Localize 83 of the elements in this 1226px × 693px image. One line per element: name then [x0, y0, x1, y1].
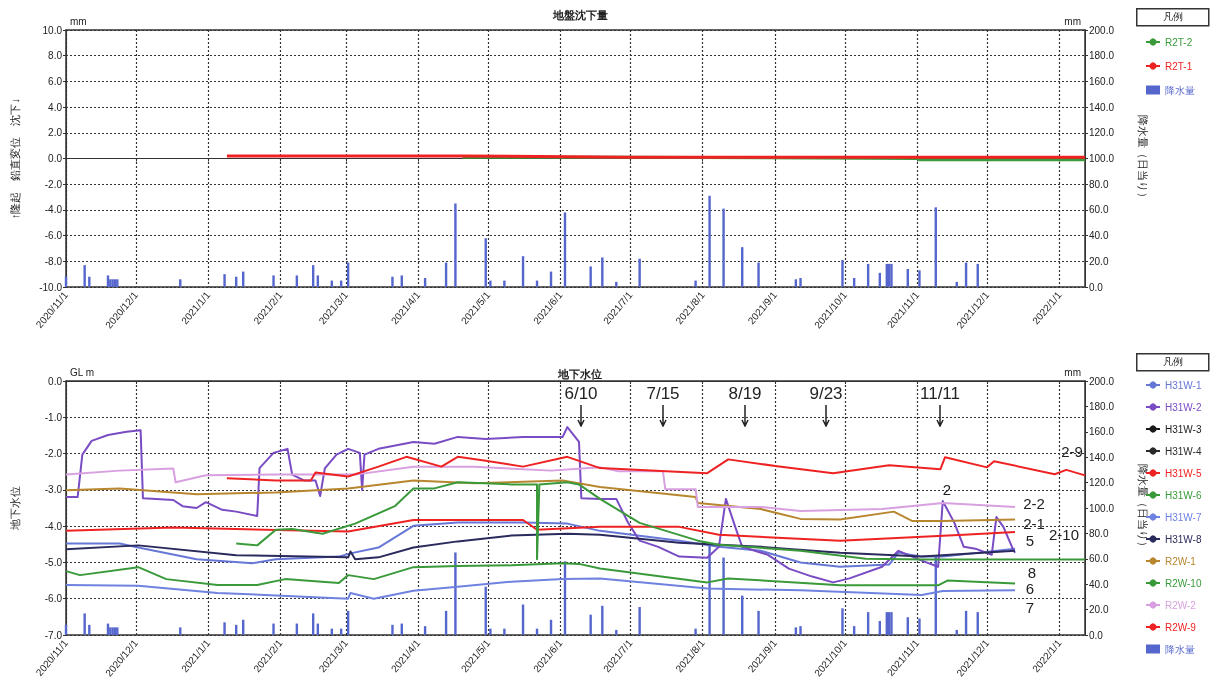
legend-label: H31W-2 — [1165, 401, 1202, 413]
y2-tick-label: 120.0 — [1089, 127, 1115, 139]
legend-label: 降水量 — [1165, 84, 1195, 96]
legend-label: H31W-1 — [1165, 379, 1202, 391]
annotation: 5 — [1025, 531, 1035, 549]
y2-tick-label: 80.0 — [1089, 178, 1109, 190]
legend-label: R2W-2 — [1165, 599, 1197, 611]
y-tick-label: 0.0 — [48, 375, 63, 387]
legend-label: H31W-4 — [1165, 445, 1202, 457]
y-tick-label: -5.0 — [44, 556, 63, 568]
chart-title: 地下水位 — [557, 367, 602, 380]
y2-tick-label: 100.0 — [1089, 502, 1115, 514]
y-tick-label: -1.0 — [44, 411, 63, 423]
annotation: 7 — [1025, 598, 1035, 616]
y-tick-label: -2.0 — [44, 448, 63, 460]
legend-label: H31W-6 — [1165, 489, 1202, 501]
legend-label: R2W-1 — [1165, 555, 1197, 567]
y-tick-label: 10.0 — [42, 24, 63, 36]
annotation: 8/19 — [728, 384, 762, 403]
y-tick-label: -10.0 — [39, 281, 63, 293]
legend-label: H31W-8 — [1165, 533, 1202, 545]
annotation: 11/11 — [919, 384, 961, 403]
legend-label: R2T-1 — [1165, 60, 1193, 72]
y2-tick-label: 180.0 — [1089, 400, 1115, 412]
annotation: 9/23 — [809, 384, 843, 403]
y2-tick-label: 60.0 — [1089, 553, 1109, 565]
annotation: 2 — [942, 480, 952, 498]
annotation: 2-2 — [1023, 494, 1045, 512]
legend-title: 凡例 — [1162, 11, 1183, 23]
annotation: 8 — [1027, 563, 1037, 581]
chart-title: 地盤沈下量 — [551, 8, 608, 21]
y2-tick-label: 140.0 — [1089, 101, 1115, 113]
text: mm — [70, 15, 87, 27]
annotation: 6 — [1025, 579, 1035, 597]
y2-axis-title: 降水量（日当り） — [1136, 464, 1149, 552]
y-tick-label: -8.0 — [44, 255, 63, 267]
y2-tick-label: 100.0 — [1089, 153, 1115, 164]
legend-label: H31W-3 — [1165, 423, 1202, 435]
y2-tick-label: 20.0 — [1089, 255, 1109, 267]
y-tick-label: 2.0 — [48, 127, 63, 139]
legend-label: 降水量 — [1165, 643, 1195, 655]
annotation: 2-10 — [1048, 525, 1080, 543]
y-tick-label: -4.0 — [44, 204, 63, 216]
y-tick-label: -4.0 — [44, 520, 63, 532]
y2-tick-label: 140.0 — [1089, 451, 1115, 463]
y2-axis-title: 降水量（日当り） — [1136, 114, 1149, 203]
y2-tick-label: 180.0 — [1089, 50, 1115, 62]
y2-tick-label: 80.0 — [1089, 527, 1109, 539]
text: mm — [1064, 366, 1081, 378]
text: mm — [1064, 15, 1081, 27]
y-tick-label: 8.0 — [48, 50, 63, 62]
annotation: 6/10 — [564, 384, 598, 403]
annotation: 7/15 — [646, 384, 680, 403]
annotation: 2-9 — [1061, 442, 1083, 460]
y2-tick-label: 40.0 — [1089, 578, 1109, 590]
legend-label: H31W-5 — [1165, 467, 1202, 479]
text: GL m — [70, 366, 95, 378]
y2-tick-label: 120.0 — [1089, 477, 1115, 489]
y2-tick-label: 200.0 — [1089, 375, 1115, 387]
y-tick-label: -7.0 — [44, 629, 63, 641]
y2-tick-label: 20.0 — [1089, 604, 1109, 616]
y-axis-title: ↑隆起 鉛直変位 沈下↓ — [8, 98, 21, 219]
y2-tick-label: 0.0 — [1089, 281, 1104, 293]
y-axis-title: 地下水位 — [8, 486, 21, 531]
y2-tick-label: 160.0 — [1089, 426, 1115, 438]
y2-tick-label: 200.0 — [1089, 24, 1115, 36]
y-tick-label: 0.0 — [48, 153, 63, 164]
y2-tick-label: 0.0 — [1089, 629, 1104, 641]
annotation: 2-1 — [1023, 514, 1045, 532]
y-tick-label: 6.0 — [48, 75, 63, 87]
y-tick-label: -6.0 — [44, 593, 63, 605]
legend-label: H31W-7 — [1165, 511, 1202, 523]
y2-tick-label: 160.0 — [1089, 75, 1115, 87]
y-tick-label: -6.0 — [44, 230, 63, 242]
legend-label: R2W-10 — [1165, 577, 1202, 589]
y-tick-label: -3.0 — [44, 484, 63, 496]
legend-title: 凡例 — [1162, 356, 1183, 368]
legend-label: R2W-9 — [1165, 621, 1197, 633]
legend-label: R2T-2 — [1165, 36, 1193, 48]
y-tick-label: -2.0 — [44, 178, 63, 190]
y-tick-label: 4.0 — [48, 101, 63, 113]
y2-tick-label: 40.0 — [1089, 230, 1109, 242]
y2-tick-label: 60.0 — [1089, 204, 1109, 216]
